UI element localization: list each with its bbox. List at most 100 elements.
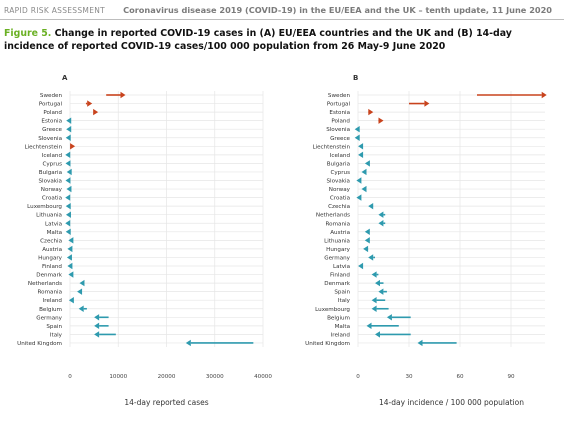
change-arrow-head (65, 151, 71, 159)
chart-panel-a: A 0 10000 20000 30000 40000 14-day reported ca… (17, 74, 272, 407)
country-label: Germany (324, 255, 350, 261)
change-arrow-head (358, 143, 364, 150)
x-tick-label: 40000 (254, 374, 272, 380)
country-label: Luxembourg (315, 307, 350, 313)
change-arrow-head (66, 185, 72, 193)
change-arrow-head (371, 271, 377, 278)
panel-label: B (353, 74, 358, 82)
figure-label: Figure 5. (4, 28, 52, 39)
country-label: Spain (46, 324, 62, 330)
country-label: Iceland (330, 153, 351, 159)
figure-caption: Figure 5. Change in reported COVID-19 ca… (4, 28, 554, 53)
country-label: Norway (41, 187, 63, 193)
change-arrow-head (378, 288, 384, 295)
country-label: Malta (335, 324, 350, 330)
country-label: Netherlands (316, 213, 350, 219)
country-label: Estonia (329, 110, 350, 116)
header-rule (0, 19, 564, 20)
change-arrow-head (364, 228, 370, 235)
country-label: Bulgaria (327, 161, 350, 167)
change-arrow-head (67, 245, 73, 253)
country-label: Latvia (333, 264, 350, 270)
change-arrow-head (68, 297, 74, 304)
change-arrow-head (354, 134, 360, 141)
country-label: Norway (329, 187, 351, 193)
change-arrow-head (368, 202, 374, 210)
change-arrow-head (66, 126, 72, 133)
x-tick-label: 60 (456, 374, 464, 380)
figure-caption-text: Change in reported COVID-19 cases in (A)… (4, 28, 512, 52)
country-label: Belgium (327, 315, 350, 321)
country-label: Liechtenstein (312, 144, 350, 150)
change-arrow-head (94, 322, 100, 330)
country-label: Lithuania (324, 238, 350, 244)
panel-label: A (62, 74, 68, 82)
change-arrow-head (65, 177, 71, 184)
country-label: Finland (42, 264, 62, 270)
country-label: Sweden (40, 93, 63, 99)
change-arrow-head (120, 91, 126, 99)
change-arrow-head (371, 297, 377, 304)
report-header: RAPID RISK ASSESSMENT Coronavirus diseas… (0, 0, 564, 22)
change-arrow-head (375, 331, 380, 338)
change-arrow-head (185, 339, 191, 347)
change-arrow-head (78, 305, 84, 312)
change-arrow-head (79, 279, 85, 287)
country-label: Slovakia (39, 179, 63, 185)
change-arrow-head (417, 339, 423, 347)
country-label: Slovenia (326, 127, 350, 133)
change-arrow-head (368, 254, 374, 261)
country-label: Slovenia (38, 136, 62, 142)
country-label: Ireland (331, 332, 351, 338)
country-label: Liechtenstein (24, 144, 62, 150)
change-arrow-head (366, 322, 372, 330)
country-label: Croatia (42, 196, 62, 202)
change-arrow-head (87, 100, 93, 107)
change-arrow-head (363, 245, 369, 253)
change-arrow-head (378, 211, 384, 218)
change-arrow-head (68, 271, 74, 278)
x-axis-label: 14-day reported cases (124, 398, 208, 407)
x-tick-label: 0 (68, 374, 72, 380)
change-arrow-head (361, 168, 367, 176)
country-label: Portugal (327, 102, 351, 108)
country-label: United Kingdom (305, 341, 350, 347)
x-tick-label: 30 (405, 374, 413, 380)
country-label: Hungary (326, 247, 351, 253)
change-arrow-head (77, 288, 83, 295)
change-arrow-head (368, 108, 374, 116)
change-arrow-head (94, 331, 100, 338)
change-arrow-head (94, 314, 100, 321)
change-arrow-head (361, 185, 367, 193)
country-label: Croatia (330, 196, 350, 202)
change-arrow-head (66, 168, 72, 176)
change-arrow-head (364, 237, 370, 244)
country-label: Slovakia (327, 179, 351, 185)
country-label: Italy (338, 298, 351, 304)
country-label: Bulgaria (39, 170, 62, 176)
country-label: Poland (43, 110, 62, 116)
country-label: Spain (334, 290, 350, 296)
country-label: Czechia (40, 238, 62, 244)
change-arrow-head (66, 254, 72, 261)
country-label: Finland (330, 273, 350, 279)
change-arrow-head (65, 211, 71, 218)
change-arrow-head (65, 160, 71, 167)
change-arrow-head (358, 262, 364, 270)
change-arrow-head (65, 228, 71, 235)
change-arrow-head (371, 305, 377, 312)
country-label: Poland (331, 119, 350, 125)
x-tick-label: 90 (507, 374, 515, 380)
change-arrow-head (375, 279, 380, 287)
country-label: Italy (50, 332, 63, 338)
change-arrow-head (364, 160, 370, 167)
country-label: Ireland (43, 298, 63, 304)
country-label: Hungary (38, 255, 63, 261)
country-label: Portugal (39, 102, 63, 108)
country-label: Iceland (42, 153, 63, 159)
country-label: Netherlands (28, 281, 62, 287)
report-title: Coronavirus disease 2019 (COVID-19) in t… (123, 5, 552, 15)
x-tick-label: 20000 (158, 374, 176, 380)
country-label: Luxembourg (27, 204, 62, 210)
